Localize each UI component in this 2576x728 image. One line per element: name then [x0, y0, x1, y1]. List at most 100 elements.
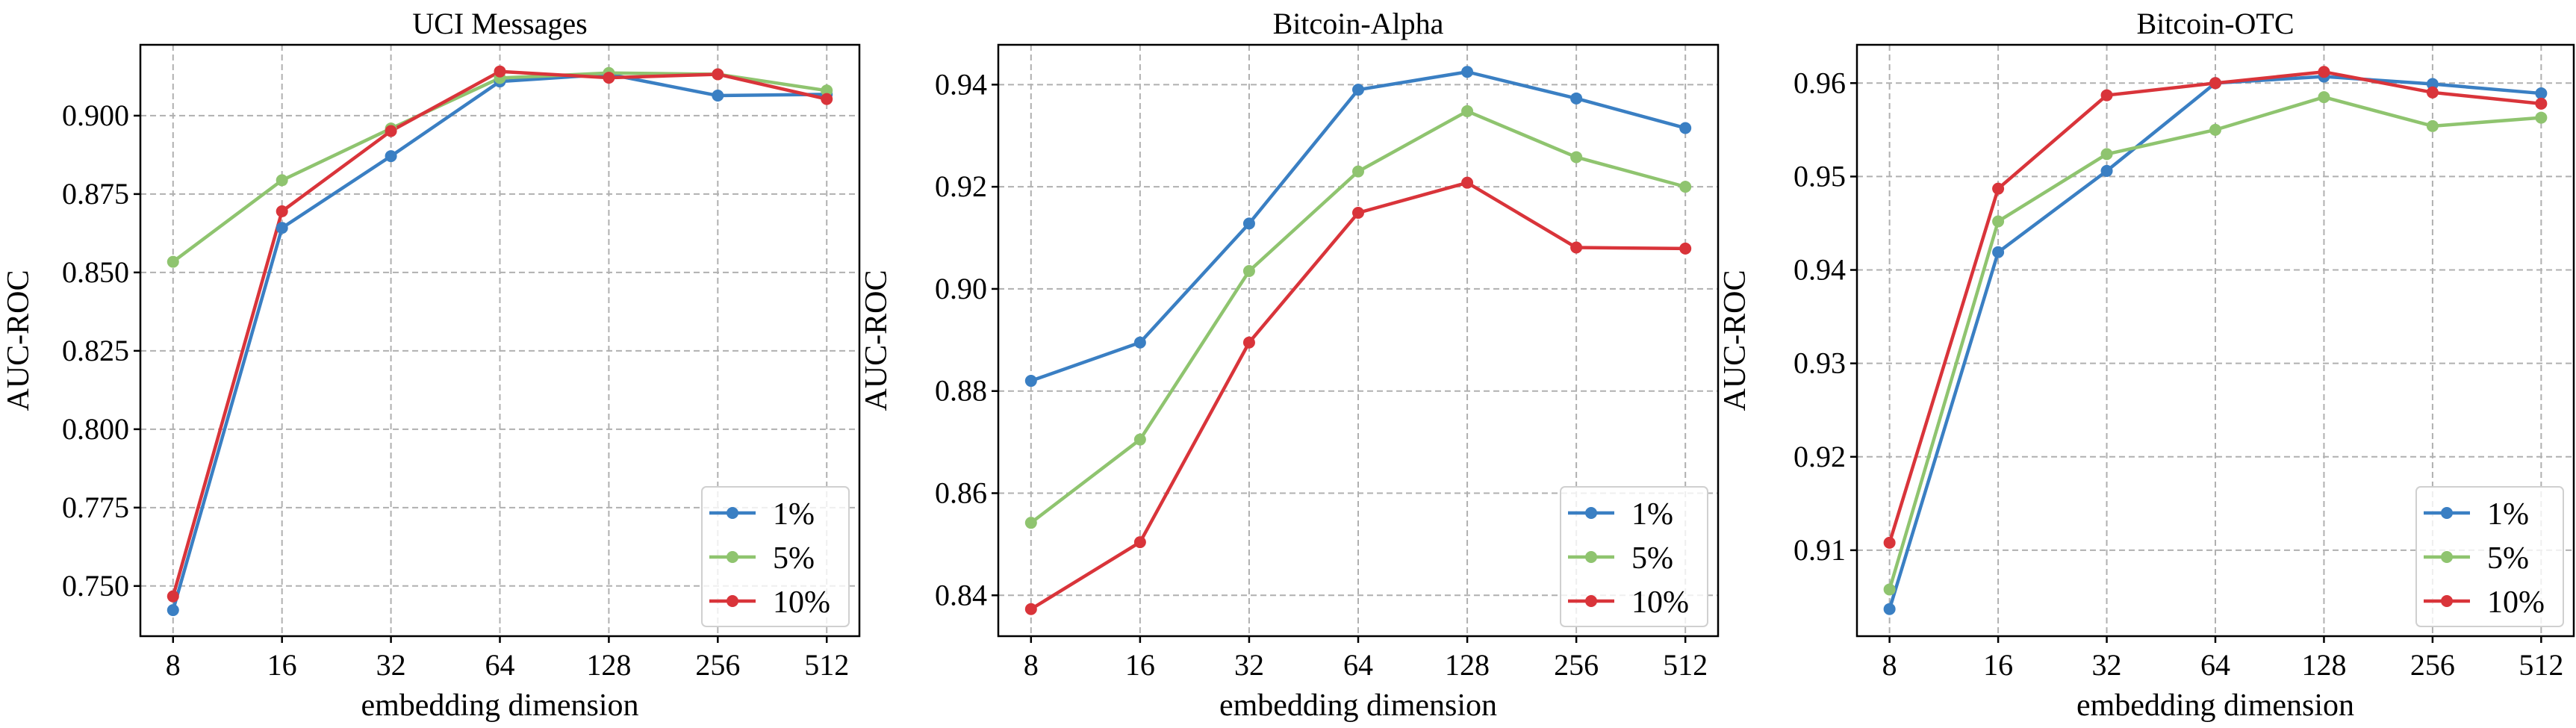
legend-label: 5%: [1631, 541, 1673, 576]
data-point-10%: [1679, 242, 1692, 255]
chart-panel-3: 8 16 32 64 128 256 512 0.91 0.92 0.93 0.94 0.95 0.96…: [1718, 7, 2575, 723]
data-point-1%: [2100, 164, 2113, 177]
data-point-10%: [1461, 176, 1474, 189]
legend-marker-1%: [1585, 507, 1597, 519]
chart-title: Bitcoin-OTC: [2136, 7, 2294, 40]
plot-frame: [139, 43, 861, 638]
legend-label: 5%: [773, 541, 815, 576]
data-point-1%: [712, 90, 724, 102]
data-point-5%: [1679, 181, 1692, 193]
data-point-10%: [1242, 336, 1255, 349]
y-tick-label: 0.86: [935, 476, 987, 509]
data-point-10%: [1024, 603, 1037, 615]
chart-title: Bitcoin-Alpha: [1273, 7, 1444, 40]
y-tick-label: 0.92: [935, 169, 987, 203]
data-point-5%: [2426, 119, 2439, 132]
data-point-5%: [1242, 264, 1255, 277]
data-point-10%: [2535, 97, 2548, 110]
data-point-1%: [1242, 217, 1255, 230]
x-tick-label: 16: [1983, 648, 2013, 682]
x-tick-label: 8: [1882, 648, 1897, 682]
x-tick-label: 128: [1445, 648, 1490, 682]
x-tick-label: 64: [1343, 648, 1373, 682]
data-point-1%: [1883, 603, 1896, 615]
data-point-1%: [2426, 78, 2439, 90]
x-tick-label: 32: [376, 648, 406, 682]
data-point-5%: [2318, 91, 2330, 104]
x-tick-label: 64: [2200, 648, 2230, 682]
y-tick-label: 0.92: [1793, 440, 1846, 473]
chart-panel-1: 8 16 32 64 128 256 512 0.750 0.775 0.800 0.825 0.85…: [1, 7, 861, 723]
data-point-10%: [494, 65, 506, 78]
x-tick-label: 32: [2092, 648, 2122, 682]
data-point-5%: [1024, 517, 1037, 529]
legend-marker-1%: [727, 507, 738, 519]
x-tick-label: 512: [1663, 648, 1708, 682]
y-tick-label: 0.775: [62, 491, 129, 524]
y-tick-label: 0.94: [1793, 253, 1846, 287]
legend-label: 1%: [2487, 497, 2529, 532]
data-point-10%: [603, 72, 615, 84]
y-axis-label: AUC-ROC: [859, 270, 894, 411]
y-tick-label: 0.91: [1793, 533, 1846, 567]
x-axis-label: embedding dimension: [2076, 688, 2354, 723]
data-point-5%: [2535, 111, 2548, 124]
y-tick-label: 0.94: [935, 67, 987, 101]
data-point-5%: [1883, 583, 1896, 596]
data-point-1%: [385, 150, 397, 163]
data-point-5%: [1461, 105, 1474, 117]
data-point-1%: [1352, 84, 1364, 96]
data-point-5%: [2100, 148, 2113, 161]
data-point-10%: [1570, 241, 1583, 254]
legend-marker-5%: [1585, 551, 1597, 563]
chart-title: UCI Messages: [412, 7, 587, 40]
legend-box: [1560, 486, 1708, 627]
legend-label: 10%: [2487, 585, 2545, 620]
legend-label: 1%: [1631, 497, 1673, 532]
data-point-1%: [276, 222, 288, 234]
legend-marker-10%: [727, 595, 738, 607]
x-tick-label: 512: [2519, 648, 2563, 682]
y-tick-label: 0.850: [62, 255, 129, 289]
chart-panel-2: 8 16 32 64 128 256 512 0.84 0.86 0.88 0.90 0.92 0.94…: [859, 7, 1720, 723]
y-tick-label: 0.84: [935, 578, 987, 612]
x-tick-label: 16: [267, 648, 297, 682]
y-tick-label: 0.88: [935, 374, 987, 408]
y-tick-label: 0.900: [62, 99, 129, 132]
data-point-5%: [2209, 123, 2221, 136]
legend-label: 10%: [773, 585, 830, 620]
legend-marker-5%: [2441, 551, 2453, 563]
data-point-1%: [2535, 87, 2548, 100]
data-point-5%: [821, 84, 833, 97]
y-tick-label: 0.96: [1793, 66, 1846, 99]
x-tick-label: 8: [166, 648, 181, 682]
data-point-10%: [276, 205, 288, 217]
plot-frame: [997, 43, 1720, 638]
data-point-10%: [2318, 66, 2330, 78]
legend-marker-1%: [2441, 507, 2453, 519]
data-point-10%: [1992, 182, 2005, 195]
data-point-10%: [1352, 207, 1364, 220]
data-point-1%: [1024, 375, 1037, 388]
x-tick-label: 64: [485, 648, 515, 682]
x-tick-label: 256: [2410, 648, 2455, 682]
y-tick-label: 0.95: [1793, 159, 1846, 193]
data-point-10%: [1883, 536, 1896, 549]
data-point-5%: [1570, 151, 1583, 164]
x-tick-label: 512: [804, 648, 849, 682]
plot-frame: [1855, 43, 2575, 638]
y-tick-label: 0.800: [62, 412, 129, 446]
x-tick-label: 32: [1234, 648, 1264, 682]
data-point-1%: [1461, 66, 1474, 78]
data-point-1%: [1679, 122, 1692, 134]
y-tick-label: 0.750: [62, 569, 129, 603]
y-tick-label: 0.825: [62, 334, 129, 367]
x-tick-label: 256: [1554, 648, 1599, 682]
legend-label: 10%: [1631, 585, 1689, 620]
data-point-5%: [1352, 165, 1364, 178]
legend-box: [2415, 486, 2564, 627]
x-tick-label: 8: [1024, 648, 1039, 682]
y-tick-label: 0.93: [1793, 346, 1846, 380]
data-point-10%: [821, 93, 833, 105]
